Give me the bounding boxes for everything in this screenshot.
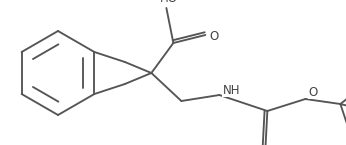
Text: HO: HO [161, 0, 179, 4]
Text: NH: NH [222, 84, 240, 97]
Text: O: O [309, 86, 318, 98]
Text: O: O [210, 30, 219, 44]
